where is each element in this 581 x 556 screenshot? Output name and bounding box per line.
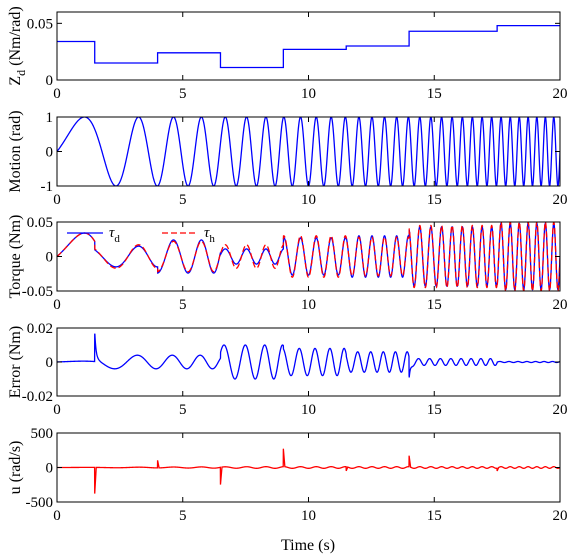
x-tick-label: 15 bbox=[427, 508, 442, 524]
y-tick-label: 0 bbox=[46, 145, 54, 161]
x-tick-label: 5 bbox=[179, 402, 187, 418]
x-tick-label: 20 bbox=[553, 86, 568, 102]
y-axis-label: Error (Nm) bbox=[7, 326, 24, 398]
x-tick-label: 0 bbox=[53, 192, 61, 208]
x-tick-label: 10 bbox=[301, 86, 316, 102]
y-tick-label: -0.05 bbox=[22, 284, 53, 300]
x-tick-label: 20 bbox=[553, 297, 568, 313]
x-tick-label: 15 bbox=[427, 86, 442, 102]
series-line bbox=[57, 24, 560, 69]
x-tick-label: 10 bbox=[301, 508, 316, 524]
series-line bbox=[57, 448, 560, 494]
x-tick-label: 5 bbox=[179, 192, 187, 208]
series-line bbox=[57, 117, 560, 186]
x-tick-label: 5 bbox=[179, 508, 187, 524]
x-tick-label: 15 bbox=[427, 297, 442, 313]
series-line bbox=[57, 333, 560, 380]
plot-area bbox=[57, 333, 560, 380]
x-tick-label: 0 bbox=[53, 297, 61, 313]
legend-label: τh bbox=[204, 225, 215, 245]
y-tick-label: 500 bbox=[31, 426, 54, 442]
plot-area bbox=[57, 222, 560, 291]
x-tick-label: 20 bbox=[553, 402, 568, 418]
y-axis-label: Motion (rad) bbox=[7, 110, 24, 192]
axes-box bbox=[56, 327, 561, 397]
x-tick-label: 5 bbox=[179, 297, 187, 313]
x-tick-label: 0 bbox=[53, 508, 61, 524]
plot-area bbox=[57, 117, 560, 186]
y-tick-label: 1 bbox=[46, 110, 54, 126]
x-tick-label: 0 bbox=[53, 86, 61, 102]
legend: τd τh bbox=[67, 225, 215, 245]
legend-label: τd bbox=[109, 225, 120, 245]
y-tick-label: 0.02 bbox=[27, 321, 53, 337]
plot-area bbox=[57, 24, 560, 69]
y-tick-label: -500 bbox=[26, 495, 54, 511]
y-axis-label: u (rad/s) bbox=[7, 441, 24, 495]
y-tick-label: 0 bbox=[46, 461, 54, 477]
y-axis-label: Zd (Nm/rad) bbox=[7, 6, 28, 85]
y-tick-label: 0.05 bbox=[27, 16, 53, 32]
x-tick-label: 15 bbox=[427, 402, 442, 418]
x-tick-label: 15 bbox=[427, 192, 442, 208]
series-line-tau-d bbox=[57, 222, 560, 291]
plot-area bbox=[57, 448, 560, 494]
y-tick-label: 0 bbox=[46, 355, 54, 371]
y-tick-label: 0 bbox=[46, 250, 54, 266]
x-tick-label: 20 bbox=[553, 508, 568, 524]
x-tick-label: 0 bbox=[53, 402, 61, 418]
y-axis-label: Torque (Nm) bbox=[7, 215, 24, 299]
x-tick-label: 5 bbox=[179, 86, 187, 102]
y-tick-label: 0 bbox=[46, 73, 54, 89]
x-tick-label: 20 bbox=[553, 192, 568, 208]
x-tick-label: 10 bbox=[301, 402, 316, 418]
y-tick-label: 0.05 bbox=[27, 215, 53, 231]
y-tick-label: -0.02 bbox=[22, 389, 53, 405]
x-axis-label: Time (s) bbox=[281, 537, 335, 554]
x-tick-label: 10 bbox=[301, 192, 316, 208]
x-tick-label: 10 bbox=[301, 297, 316, 313]
series-line-tau-h bbox=[57, 222, 560, 291]
axes-box bbox=[56, 11, 561, 81]
y-tick-label: -1 bbox=[41, 179, 54, 195]
